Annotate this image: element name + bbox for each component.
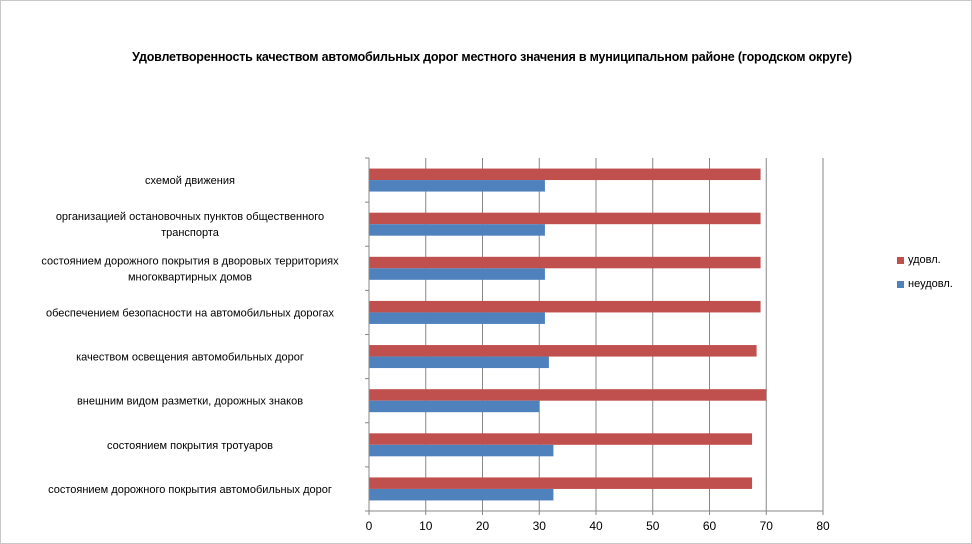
x-tick-label-0: 0 [366, 519, 373, 533]
category-label-line: обеспечением безопасности на автомобильн… [46, 307, 334, 319]
legend-swatch-unsatisfied [897, 281, 904, 288]
bar-unsatisfied-2 [369, 268, 545, 280]
category-label-line: состоянием дорожного покрытия автомобиль… [48, 484, 332, 496]
category-label-3: обеспечением безопасности на автомобильн… [46, 307, 334, 319]
category-label-line: транспорта [161, 227, 220, 239]
category-label-6: состоянием покрытия тротуаров [107, 440, 273, 452]
bar-unsatisfied-3 [369, 312, 545, 324]
bar-satisfied-4 [369, 345, 757, 357]
chart-title: Удовлетворенность качеством автомобильны… [132, 50, 852, 64]
bar-unsatisfied-5 [369, 400, 540, 413]
x-tick-label-40: 40 [589, 519, 603, 533]
category-label-line: внешним видом разметки, дорожных знаков [77, 396, 303, 408]
legend-swatch-satisfied [897, 257, 904, 264]
category-label-1: организацией остановочных пунктов общест… [56, 211, 324, 239]
x-tick-label-80: 80 [816, 519, 830, 533]
bar-satisfied-0 [369, 168, 761, 181]
x-tick-label-50: 50 [646, 519, 660, 533]
bar-satisfied-3 [369, 300, 761, 313]
legend-label-unsatisfied: неудовл. [908, 278, 953, 290]
category-label-line: качеством освещения автомобильных дорог [76, 352, 304, 364]
x-tick-label-30: 30 [533, 519, 547, 533]
category-label-line: организацией остановочных пунктов общест… [56, 211, 324, 223]
category-label-line: состоянием покрытия тротуаров [107, 440, 273, 452]
bar-satisfied-5 [369, 389, 767, 401]
bar-satisfied-6 [369, 433, 753, 445]
bar-satisfied-7 [369, 477, 753, 489]
x-tick-label-20: 20 [476, 519, 490, 533]
bar-unsatisfied-0 [369, 180, 545, 192]
x-tick-label-60: 60 [703, 519, 717, 533]
category-label-2: состоянием дорожного покрытия в дворовых… [41, 255, 339, 283]
bar-unsatisfied-4 [369, 356, 549, 369]
category-label-0: схемой движения [145, 175, 235, 187]
bar-satisfied-2 [369, 256, 761, 269]
category-label-line: схемой движения [145, 175, 235, 187]
bar-satisfied-1 [369, 212, 761, 225]
bar-unsatisfied-6 [369, 444, 554, 457]
x-tick-label-70: 70 [760, 519, 774, 533]
bar-unsatisfied-1 [369, 224, 545, 236]
bar-unsatisfied-7 [369, 488, 554, 501]
category-label-4: качеством освещения автомобильных дорог [76, 352, 304, 364]
category-label-line: состоянием дорожного покрытия в дворовых… [41, 255, 339, 267]
x-tick-label-10: 10 [419, 519, 433, 533]
legend-label-satisfied: удовл. [908, 254, 941, 266]
category-label-5: внешним видом разметки, дорожных знаков [77, 396, 303, 408]
category-label-line: многоквартирных домов [128, 271, 252, 283]
category-label-7: состоянием дорожного покрытия автомобиль… [48, 484, 332, 496]
